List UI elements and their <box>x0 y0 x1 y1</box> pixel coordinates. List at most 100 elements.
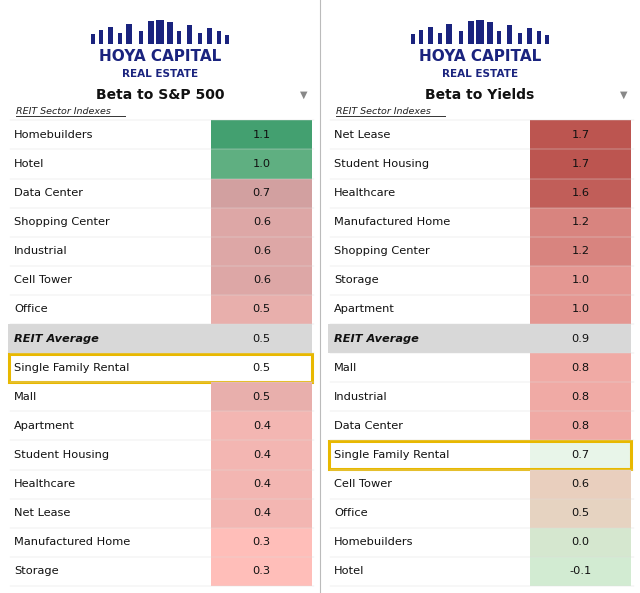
Text: Industrial: Industrial <box>14 246 68 256</box>
Bar <box>438 33 442 44</box>
Bar <box>211 149 312 178</box>
Bar <box>530 178 631 208</box>
Bar <box>328 324 631 353</box>
Bar <box>329 441 631 469</box>
Bar <box>211 353 312 382</box>
Text: Manufactured Home: Manufactured Home <box>334 217 451 227</box>
Bar <box>211 382 312 412</box>
Bar <box>211 412 312 441</box>
Bar <box>530 528 631 557</box>
Bar <box>459 31 463 44</box>
Text: REAL ESTATE: REAL ESTATE <box>442 69 518 79</box>
Text: 0.0: 0.0 <box>572 537 589 547</box>
Bar <box>167 22 173 44</box>
Text: Cell Tower: Cell Tower <box>14 275 72 285</box>
Bar <box>139 31 143 44</box>
Bar <box>530 557 631 586</box>
Bar <box>507 25 513 44</box>
Text: 1.2: 1.2 <box>572 217 589 227</box>
Text: 0.8: 0.8 <box>572 363 589 372</box>
Text: Data Center: Data Center <box>334 421 403 431</box>
Bar <box>108 27 113 44</box>
Text: Mall: Mall <box>14 392 37 402</box>
Text: 0.5: 0.5 <box>572 508 589 518</box>
Text: Mall: Mall <box>334 363 357 372</box>
Text: 0.9: 0.9 <box>572 334 589 343</box>
Bar <box>211 441 312 470</box>
Text: Shopping Center: Shopping Center <box>334 246 430 256</box>
Bar <box>127 24 132 44</box>
Text: Hotel: Hotel <box>334 566 364 576</box>
Bar <box>187 25 192 44</box>
Bar <box>530 237 631 266</box>
Bar <box>530 499 631 528</box>
Bar <box>527 28 532 44</box>
Text: Beta to S&P 500: Beta to S&P 500 <box>96 88 224 102</box>
Text: Storage: Storage <box>14 566 59 576</box>
Bar <box>211 178 312 208</box>
Bar <box>91 34 95 44</box>
Bar <box>198 33 202 44</box>
Bar <box>211 208 312 237</box>
Bar <box>428 27 433 44</box>
Text: HOYA CAPITAL: HOYA CAPITAL <box>99 49 221 64</box>
Bar <box>468 21 474 44</box>
Text: Storage: Storage <box>334 275 379 285</box>
Bar <box>487 22 493 44</box>
Bar <box>118 33 122 44</box>
Text: Single Family Rental: Single Family Rental <box>14 363 129 372</box>
Bar <box>207 28 212 44</box>
Text: 1.0: 1.0 <box>253 159 271 169</box>
Bar <box>211 528 312 557</box>
Bar <box>545 35 549 44</box>
Text: Office: Office <box>14 304 48 314</box>
Bar <box>530 266 631 295</box>
Text: 0.6: 0.6 <box>572 479 589 489</box>
Bar <box>211 470 312 499</box>
Bar <box>530 324 631 353</box>
Text: 0.5: 0.5 <box>253 334 271 343</box>
Bar <box>530 382 631 412</box>
Bar <box>99 30 104 44</box>
Text: Healthcare: Healthcare <box>334 188 396 198</box>
Bar <box>530 470 631 499</box>
Bar <box>225 35 229 44</box>
Text: 0.4: 0.4 <box>253 479 271 489</box>
Text: Manufactured Home: Manufactured Home <box>14 537 131 547</box>
Text: REIT Sector Indexes: REIT Sector Indexes <box>16 107 111 116</box>
Text: Healthcare: Healthcare <box>14 479 76 489</box>
Text: 0.8: 0.8 <box>572 421 589 431</box>
Text: ▼: ▼ <box>620 90 628 100</box>
Bar <box>177 31 181 44</box>
Text: Student Housing: Student Housing <box>14 450 109 460</box>
Text: ▼: ▼ <box>300 90 308 100</box>
Bar <box>497 31 501 44</box>
Text: 0.7: 0.7 <box>572 450 589 460</box>
Bar <box>530 441 631 470</box>
Bar <box>211 237 312 266</box>
Bar <box>156 20 164 44</box>
Text: 0.5: 0.5 <box>253 363 271 372</box>
Text: Net Lease: Net Lease <box>334 130 390 140</box>
Bar <box>530 208 631 237</box>
Text: Net Lease: Net Lease <box>14 508 70 518</box>
Bar <box>518 33 522 44</box>
Bar <box>411 34 415 44</box>
Bar <box>211 557 312 586</box>
Bar <box>211 120 312 149</box>
Text: 0.4: 0.4 <box>253 508 271 518</box>
Text: Hotel: Hotel <box>14 159 44 169</box>
Bar <box>148 21 154 44</box>
Text: 0.6: 0.6 <box>253 275 271 285</box>
Bar <box>530 295 631 324</box>
Text: -0.1: -0.1 <box>570 566 591 576</box>
Bar <box>530 412 631 441</box>
Text: Homebuilders: Homebuilders <box>334 537 413 547</box>
Bar <box>536 31 541 44</box>
Text: REAL ESTATE: REAL ESTATE <box>122 69 198 79</box>
Bar <box>447 24 452 44</box>
Text: REIT Average: REIT Average <box>14 334 99 343</box>
Bar <box>211 499 312 528</box>
Text: 0.3: 0.3 <box>253 537 271 547</box>
Text: 0.4: 0.4 <box>253 450 271 460</box>
